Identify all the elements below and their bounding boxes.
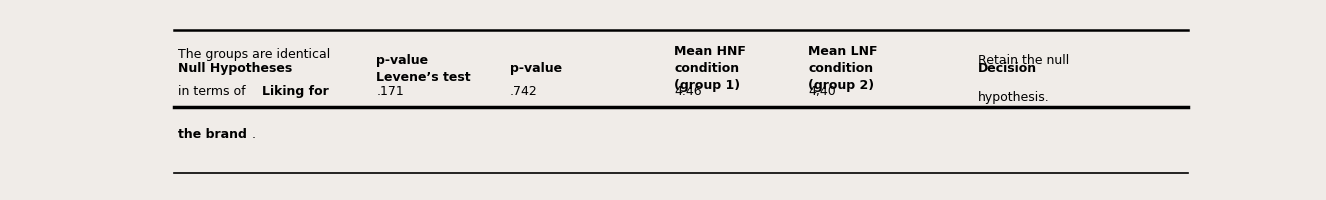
Text: the brand: the brand — [178, 128, 247, 141]
Text: .742: .742 — [511, 85, 538, 98]
Text: .: . — [252, 128, 256, 141]
Text: 4,40: 4,40 — [808, 85, 835, 98]
Text: hypothesis.: hypothesis. — [977, 91, 1049, 104]
Text: .171: .171 — [377, 85, 404, 98]
Text: Decision: Decision — [977, 62, 1037, 75]
Text: Retain the null: Retain the null — [977, 54, 1069, 67]
Text: The groups are identical: The groups are identical — [178, 48, 330, 61]
Text: p-value
Levene’s test: p-value Levene’s test — [377, 54, 471, 84]
Text: Liking for: Liking for — [263, 85, 329, 98]
Text: in terms of: in terms of — [178, 85, 249, 98]
Text: Null Hypotheses: Null Hypotheses — [178, 62, 292, 75]
Text: Mean LNF
condition
(group 2): Mean LNF condition (group 2) — [808, 45, 878, 92]
Text: p-value: p-value — [511, 62, 562, 75]
Text: 4.46: 4.46 — [675, 85, 701, 98]
Text: Mean HNF
condition
(group 1): Mean HNF condition (group 1) — [675, 45, 747, 92]
